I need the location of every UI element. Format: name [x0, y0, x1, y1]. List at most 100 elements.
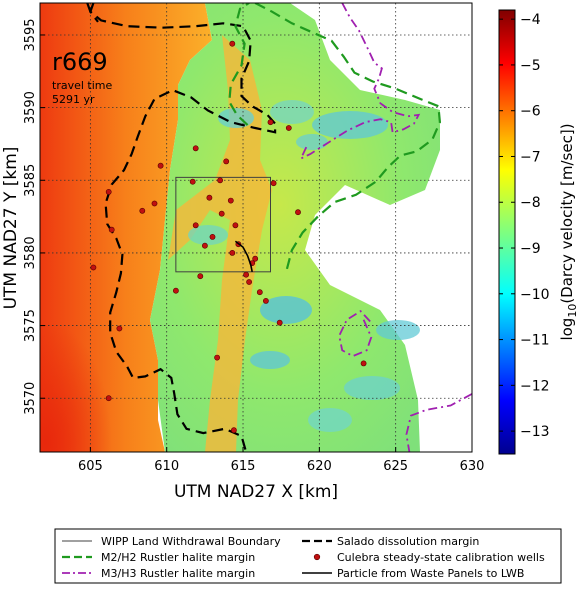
well-marker	[243, 271, 249, 278]
low-velocity-patch	[312, 111, 388, 139]
salado-dissolution-margin-line	[89, 3, 277, 452]
legend-wells-label: Culebra steady-state calibration wells	[337, 551, 545, 564]
colorbar-tick-label: −9	[520, 241, 541, 257]
plot-frame	[39, 2, 473, 453]
colorbar-tick-label: −4	[520, 12, 541, 28]
legend-frame	[54, 528, 562, 584]
low-velocity-patch	[296, 134, 328, 150]
legend-salado-label: Salado dissolution margin	[337, 535, 479, 548]
annotation: r669 travel time 5291 yr	[52, 48, 112, 106]
well-marker	[214, 354, 220, 361]
particle-path	[234, 240, 253, 272]
well-marker	[108, 226, 115, 233]
y-tick-label: 3590	[23, 91, 38, 124]
low-velocity-patch	[376, 320, 420, 340]
colorbar-tick-label: −11	[520, 333, 550, 349]
well-marker	[105, 395, 112, 402]
legend-wells-swatch	[313, 553, 321, 561]
colorbar-tick-label: −10	[520, 287, 550, 303]
legend-wipp-label: WIPP Land Withdrawal Boundary	[101, 535, 281, 548]
x-tick-label: 615	[231, 459, 256, 474]
well-marker	[246, 279, 252, 285]
y-tick-label: 3575	[23, 309, 38, 342]
m2h2-rustler-halite-margin-line-west	[228, 3, 250, 126]
colorbar-tick-label: −7	[520, 149, 541, 165]
salado-dissolution-margin-line-upper	[86, 3, 99, 23]
realization-label: r669	[52, 48, 108, 76]
x-tick-label: 620	[307, 459, 332, 474]
well-marker	[206, 194, 213, 201]
southwest-hot-region	[40, 250, 150, 452]
well-marker	[151, 200, 158, 207]
colorbar-gradient	[499, 10, 515, 454]
well-marker	[139, 207, 146, 214]
colorbar-label: log10(Darcy velocity [m/sec])	[558, 123, 579, 340]
well-marker	[105, 188, 112, 195]
low-velocity-patches	[188, 100, 420, 432]
m3h3-rustler-halite-margin-line-curl	[338, 309, 373, 358]
well-marker	[157, 162, 164, 169]
low-velocity-patch	[260, 296, 312, 324]
well-marker	[230, 427, 237, 434]
m2h2-rustler-halite-margin-line	[254, 3, 442, 274]
well-marker	[192, 222, 199, 229]
travel-time-value: 5291 yr	[52, 93, 95, 106]
well-marker	[192, 145, 199, 152]
legend: WIPP Land Withdrawal Boundary M2/H2 Rust…	[54, 528, 562, 584]
high-velocity-channel-region	[168, 35, 272, 452]
low-velocity-patch	[308, 408, 352, 432]
well-marker	[201, 242, 208, 249]
m3h3-rustler-halite-margin-line	[299, 3, 421, 161]
colorbar-tick-label: −5	[520, 58, 541, 74]
low-velocity-patch	[270, 100, 314, 124]
well-marker	[217, 177, 223, 184]
x-axis-ticks: 605 610 615 620 625 630	[78, 447, 484, 474]
y-tick-label: 3595	[23, 18, 38, 51]
y-tick-label: 3580	[23, 236, 38, 269]
x-axis-label: UTM NAD27 X [km]	[174, 482, 338, 502]
legend-particle-label: Particle from Waste Panels to LWB	[337, 567, 524, 580]
colorbar-frame	[498, 9, 516, 455]
x-tick-label: 630	[460, 459, 485, 474]
colorbar: −4 −5 −6 −7 −8 −9 −10 −11 −12 −13 log10(Darcy vel…	[498, 9, 579, 455]
y-tick-label: 3570	[23, 382, 38, 415]
colorbar-ticks: −4 −5 −6 −7 −8 −9 −10 −11 −12 −13	[499, 12, 550, 440]
well-marker	[223, 158, 230, 165]
colorbar-label-sub: 10	[566, 304, 579, 318]
well-marker	[232, 222, 239, 229]
y-axis-label: UTM NAD27 Y [km]	[1, 147, 21, 310]
well-marker	[116, 325, 123, 332]
well-marker	[256, 289, 263, 296]
well-marker	[295, 209, 301, 216]
well-marker	[285, 125, 292, 131]
colorbar-label-rest: (Darcy velocity [m/sec])	[558, 123, 576, 303]
well-marker	[276, 319, 283, 326]
well-marker	[172, 287, 179, 294]
well-marker	[189, 178, 196, 185]
well-marker	[90, 264, 97, 271]
y-tick-label: 3585	[23, 164, 38, 197]
well-marker	[267, 119, 274, 126]
colorbar-tick-label: −13	[520, 424, 550, 440]
y-axis-ticks: 3570 3575 3580 3585 3590 3595	[23, 18, 45, 415]
colorbar-tick-label: −6	[520, 104, 541, 120]
well-marker	[270, 180, 277, 187]
colorbar-label-main: log	[558, 318, 576, 341]
low-velocity-patch	[250, 351, 290, 369]
well-marker	[229, 249, 236, 256]
x-tick-label: 610	[154, 459, 179, 474]
travel-time-label: travel time	[52, 79, 112, 92]
well-marker	[360, 360, 367, 367]
well-marker	[227, 197, 234, 204]
low-velocity-patch	[188, 225, 228, 245]
well-marker	[252, 255, 259, 262]
low-velocity-patch	[344, 376, 400, 400]
gridlines	[40, 3, 472, 452]
m3h3-rustler-halite-margin-line-lower	[405, 393, 472, 452]
well-marker	[218, 210, 225, 217]
legend-m3h3-label: M3/H3 Rustler halite margin	[101, 567, 255, 580]
wipp-land-withdrawal-boundary	[175, 176, 272, 273]
colorbar-tick-label: −12	[520, 378, 550, 394]
well-marker	[209, 233, 216, 240]
